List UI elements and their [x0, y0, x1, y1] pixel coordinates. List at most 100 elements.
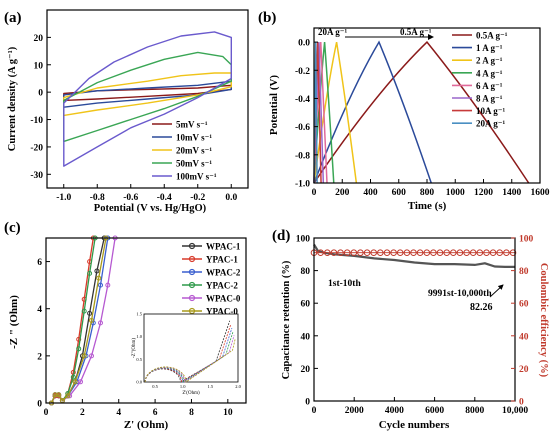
panel-d-x-tick-label: 2000	[345, 406, 364, 416]
panel-b-legend-label: 8 A g⁻¹	[476, 94, 503, 104]
panel-b-x-ticks: 0 200 400 600 800 1000 1200 1400 1600	[312, 179, 550, 198]
panel-a-legend: 5mV s⁻¹ 10mV s⁻¹ 20mV s⁻¹ 50mV s⁻¹ 100mV s⁻¹	[152, 120, 217, 182]
nyquist-marker	[96, 275, 102, 281]
panel-c-legend-label: WPAC-0	[206, 294, 241, 304]
panel-b-x-tick-label: 400	[363, 188, 378, 198]
panel-b-x-tick-label: 1200	[474, 188, 493, 198]
panel-c-legend-label: YPAC-0	[206, 307, 238, 317]
panel-a-legend-label: 10mV s⁻¹	[176, 133, 212, 143]
panel-b-annotation-20a: 20A g⁻¹	[318, 27, 348, 37]
panel-d-y-tick-label: 20	[301, 365, 311, 375]
gcd-curve	[313, 42, 335, 184]
panel-d-plot	[310, 243, 517, 268]
panel-c-legend-label: WPAC-2	[206, 268, 241, 278]
panel-c-y-tick-label: 2	[37, 352, 42, 362]
panel-c-y-ticks: 0 2 4 6	[37, 258, 50, 410]
panel-a-y-ticks: -30 -20 -10 0 10 20	[30, 34, 51, 181]
inset-frame	[143, 313, 239, 383]
panel-d-x-tick-label: 8000	[465, 406, 484, 416]
panel-a-legend-label: 100mV s⁻¹	[176, 172, 217, 182]
panel-label-a: (a)	[4, 10, 22, 26]
nyquist-marker	[98, 282, 103, 288]
panel-d-y2-axis-label: Coulombic efficiency (%)	[538, 263, 549, 378]
panel-a-y-tick-label: -10	[30, 116, 43, 126]
panel-c-legend: WPAC-1 YPAC-1 WPAC-2 YPAC-2 WPAC-0 YPAC-0	[182, 242, 241, 317]
panel-b-x-tick-label: 800	[420, 188, 435, 198]
panel-b-legend-label: 10A g⁻¹	[476, 106, 506, 116]
panel-b-x-axis-label: Time (s)	[408, 200, 447, 212]
nyquist-marker	[105, 282, 111, 288]
panel-b-y-tick-label: -0.4	[295, 95, 310, 105]
inset-y-tick-label: 1.0	[136, 334, 142, 339]
panel-c-x-tick-label: 0	[44, 408, 49, 418]
panel-c: 0 2 4 6 8 10 0 2 4 6 Z' (Ohm) -Z " (Ohm) WPAC-1 Y…	[8, 235, 247, 431]
panel-c-x-axis-label: Z' (Ohm)	[124, 419, 169, 431]
panel-b-legend-label: 0.5A g⁻¹	[476, 31, 508, 41]
panel-c-frame	[45, 237, 247, 404]
panel-d-y2-tick-label: 0	[519, 398, 524, 408]
inset-curve	[144, 338, 236, 383]
panel-d-annotation-last: 9991st-10,000th	[428, 289, 492, 299]
nyquist-marker	[56, 392, 62, 398]
panel-d-y-tick-label: 40	[301, 332, 311, 342]
panel-c-y-tick-label: 4	[37, 305, 42, 315]
inset-y-tick-label: 0.5	[136, 357, 142, 362]
nyquist-marker	[72, 379, 78, 385]
panel-b-x-tick-label: 0	[312, 188, 317, 198]
panel-d-frame	[313, 237, 516, 402]
panel-d-arrow	[489, 284, 504, 298]
nyquist-marker	[87, 310, 93, 316]
inset-y-tick-label: 0.0	[136, 380, 142, 385]
panel-c-legend-marker	[188, 281, 196, 289]
panel-b-y-ticks: -1.0 -0.8 -0.6 -0.4 -0.2 0.0	[295, 39, 318, 190]
inset-curve	[144, 335, 235, 383]
panel-a: -1.0 -0.8 -0.6 -0.4 -0.2 0.0 -30 -20 -10 0 10 20 P…	[7, 9, 249, 214]
panel-d-y-tick-label: 100	[296, 235, 311, 245]
panel-b-frame	[313, 27, 541, 184]
panel-c-x-ticks: 0 2 4 6 8 10	[44, 399, 233, 418]
nyquist-marker	[98, 320, 103, 326]
panel-b-y-tick-label: -0.6	[295, 123, 310, 133]
panel-d-y-tick-label: 80	[301, 267, 311, 277]
panel-d-x-ticks: 0 2000 4000 6000 8000 10,000	[312, 397, 528, 416]
inset-x-tick-label: 1.0	[180, 384, 186, 389]
panel-d-annotation-first: 1st-10th	[328, 279, 361, 289]
panel-d-y2-ticks: 0 20 40 60 80 100	[511, 235, 534, 408]
panel-d-y-tick-label: 0	[305, 398, 310, 408]
panel-c-legend-label: YPAC-1	[206, 255, 238, 265]
panel-d-x-axis-label: Cycle numbers	[379, 419, 450, 431]
panel-a-x-tick-label: -0.4	[157, 193, 172, 203]
panel-b-legend: 0.5A g⁻¹ 1 A g⁻¹ 2 A g⁻¹ 4 A g⁻¹ 6 A g⁻¹ 8 A …	[452, 31, 508, 129]
nyquist-marker	[89, 318, 94, 323]
panel-c-inset: 0.5 1.0 1.5 2.0 0.0 0.5 1.0 1.5 Z'(Ohm) -Z"(Ohm)	[132, 312, 242, 397]
panel-a-x-tick-label: 0.0	[225, 193, 237, 203]
panel-b-x-tick-label: 1000	[446, 188, 465, 198]
panel-c-x-tick-label: 4	[116, 408, 121, 418]
panel-c-legend-label: YPAC-2	[206, 281, 238, 291]
panel-a-plot	[63, 31, 232, 167]
panel-b-y-axis-label: Potential (V)	[268, 75, 280, 136]
panel-c-plot	[49, 235, 118, 406]
panel-c-x-tick-label: 2	[80, 408, 85, 418]
panel-a-y-tick-label: 0	[38, 89, 43, 99]
inset-y-tick-label: 1.5	[136, 312, 142, 317]
panel-b-legend-label: 2 A g⁻¹	[476, 56, 503, 66]
panel-c-y-tick-label: 0	[37, 400, 42, 410]
panel-a-frame	[46, 9, 249, 189]
nyquist-marker	[94, 268, 100, 274]
panel-label-b: (b)	[258, 10, 276, 26]
cv-loop	[63, 31, 232, 167]
panel-d-y-ticks: 0 20 40 60 80 100	[296, 235, 318, 408]
panel-b-y-tick-label: -0.8	[295, 151, 310, 161]
panel-a-y-axis-label: Current density (A g⁻¹)	[7, 46, 18, 151]
panel-label-d: (d)	[272, 228, 290, 244]
panel-d-y-axis-label: Capacitance retention (%)	[281, 260, 292, 379]
inset-curve	[144, 331, 234, 383]
panel-c-legend-marker	[188, 242, 196, 250]
panel-b-y-tick-label: -1.0	[295, 180, 310, 190]
panel-label-c: (c)	[4, 220, 21, 236]
nyquist-marker	[70, 374, 76, 380]
inset-x-tick-label: 2.0	[235, 384, 241, 389]
panel-d-y2-tick-label: 20	[519, 365, 529, 375]
